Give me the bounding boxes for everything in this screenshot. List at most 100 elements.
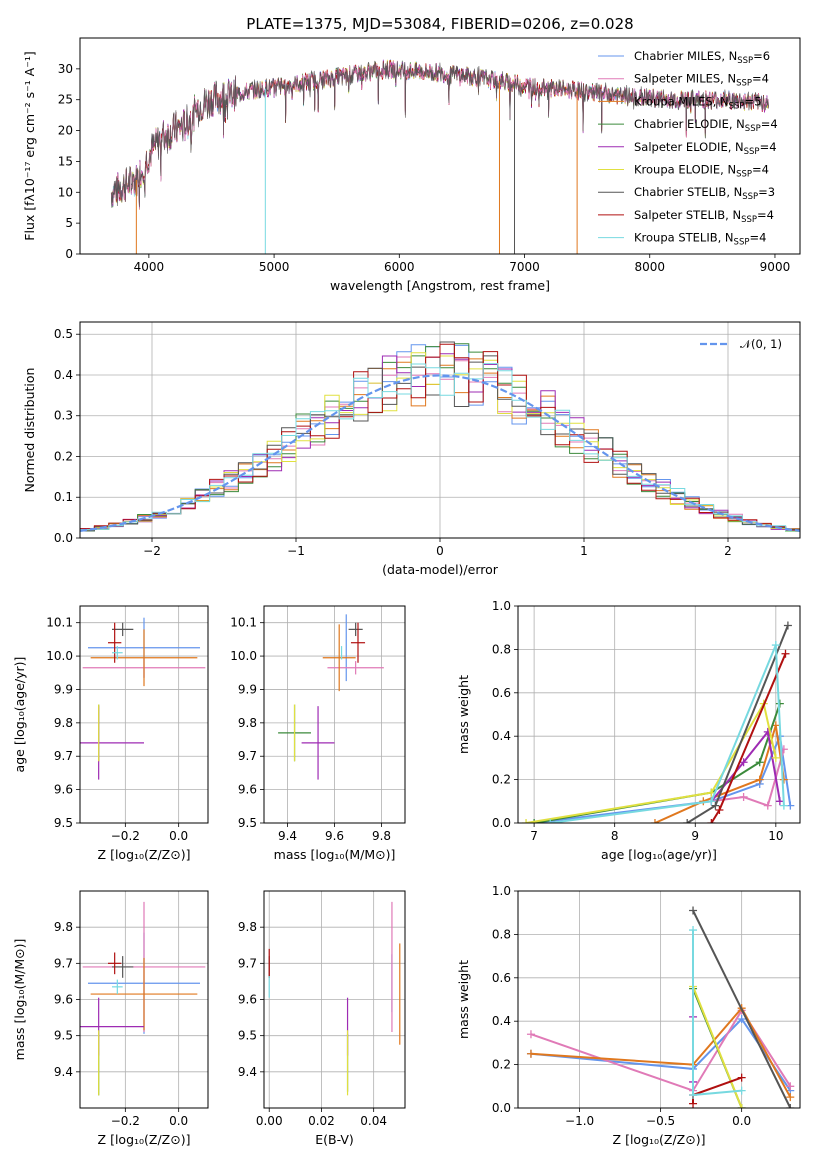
plot-area-age_vs_mass [278,614,384,780]
axes-frame [79,321,801,539]
series-marker [530,819,539,823]
series-line [550,644,785,823]
y-tick-label: 0.2 [54,449,73,463]
y-tick-label: 0 [65,247,73,261]
series-marker [737,1104,746,1108]
y-tick-label: 9.7 [54,956,73,970]
y-tick-label: 9.9 [54,682,73,696]
panel-massweight_vs_Z: −1.0 −0.5 0.0 0.0 0.2 0.4 0.6 0.8 1.0 Z [log₁₀(Z/… [456,884,801,1147]
series-marker [771,641,780,650]
x-axis-label: E(B-V) [315,1132,354,1147]
y-tick-label: 15 [58,154,73,168]
y-axis-label: mass weight [456,960,471,1039]
y-tick-label: 25 [58,93,73,107]
panel-age_vs_Z: −0.2 0.0 9.5 9.6 9.7 9.8 9.9 10.0 10.1 Z [log₁₀(Z… [12,605,209,862]
y-tick-label: 9.6 [54,783,73,797]
x-tick-label: 0.00 [256,1114,283,1128]
legend-entry: Chabrier MILES, NSSP=6 [634,49,770,66]
chart-title: PLATE=1375, MJD=53084, FIBERID=0206, z=0… [246,15,633,33]
x-tick-label: 0.04 [360,1114,387,1128]
y-tick-label: 10.0 [46,649,73,663]
x-tick-label: 9.4 [278,829,297,843]
series-marker [650,819,659,823]
chart-legend: Chabrier MILES, NSSP=6 Salpeter MILES, NS… [598,49,778,248]
y-tick-label: 0.6 [492,971,511,985]
y-tick-label: 10.1 [46,616,73,630]
series-marker [775,797,784,806]
x-axis-label: Z [log₁₀(Z/Z⊙)] [613,1132,706,1147]
y-tick-label: 0.5 [54,327,73,341]
plot-area-massweight_vs_age [522,621,795,823]
y-tick-label: 0.0 [492,816,511,830]
axes-frame [263,605,406,824]
y-axis-label: Normed distribution [22,368,37,493]
y-tick-label: 0.8 [492,927,511,941]
y-tick-label: 5 [65,216,73,230]
legend-entry: Salpeter ELODIE, NSSP=4 [634,140,777,157]
panel-age_vs_mass: 9.4 9.6 9.8 9.5 9.6 9.7 9.8 9.9 10.0 10.1 mass [lo… [230,605,406,862]
x-tick-label: 10 [768,829,783,843]
legend-entry: 𝒩(0, 1) [740,337,782,351]
legend-entry: Salpeter MILES, NSSP=4 [634,72,769,89]
y-tick-label: 9.8 [54,920,73,934]
x-tick-label: 9.8 [372,829,391,843]
y-tick-label: 9.6 [238,783,257,797]
panel-mass_vs_ebv: 0.00 0.02 0.04 9.4 9.5 9.6 9.7 9.8 E(B-V) [238,890,406,1147]
y-axis-label: mass [log₁₀(M/M⊙)] [12,939,27,1061]
y-tick-label: 9.7 [238,749,257,763]
x-tick-label: 9.6 [325,829,344,843]
plot-area-age_vs_Z [80,617,206,780]
x-tick-label: 8 [611,829,619,843]
legend-entry: Salpeter STELIB, NSSP=4 [634,208,774,225]
y-axis-label: mass weight [456,675,471,754]
x-tick-label: 0.02 [308,1114,335,1128]
y-tick-label: 9.9 [238,682,257,696]
panel-massweight_vs_age: 7 8 9 10 0.0 0.2 0.4 0.6 0.8 1.0 age [log₁₀(age/yr… [456,599,801,862]
y-tick-label: 9.6 [54,993,73,1007]
series-marker [689,906,698,915]
y-tick-label: 9.7 [54,749,73,763]
y-tick-label: 9.8 [238,920,257,934]
chart-legend: 𝒩(0, 1) [700,337,782,351]
series-marker [683,819,692,823]
x-tick-label: −1 [287,544,305,558]
y-tick-label: 0.1 [54,490,73,504]
series-marker [763,801,772,810]
gaussian-reference [80,374,800,532]
series-line [530,1006,792,1098]
plot-area-mass_vs_ebv [268,901,401,1096]
y-tick-label: 10 [58,185,73,199]
y-tick-label: 30 [58,62,73,76]
panel-spectrum: 4000 5000 6000 7000 8000 9000 0 5 10 15 20 25 30 wave… [22,37,801,293]
series-marker [771,753,780,762]
x-tick-label: 0 [436,544,444,558]
series-marker [689,926,698,935]
axes-frame [517,605,801,824]
legend-entry: Kroupa STELIB, NSSP=4 [634,231,766,248]
legend-entry: Chabrier STELIB, NSSP=3 [634,185,775,202]
axes-frame [79,890,209,1109]
x-tick-label: 0.0 [169,1114,188,1128]
y-tick-label: 0.4 [54,368,73,382]
x-tick-label: 5000 [259,260,290,274]
y-tick-label: 0.6 [492,686,511,700]
y-tick-label: 0.4 [492,1014,511,1028]
series-marker [755,775,764,784]
series-marker [786,1104,795,1108]
series-marker [786,1093,795,1102]
series-line [692,930,742,1097]
series-marker [715,805,724,814]
y-tick-label: 9.8 [238,716,257,730]
panel-residuals: −2 −1 0 1 2 0.0 0.1 0.2 0.3 0.4 0.5 (data-model)/er… [22,321,801,577]
y-tick-label: 9.5 [54,1029,73,1043]
y-tick-label: 9.4 [238,1065,257,1079]
series-marker [737,1086,746,1095]
x-tick-label: 0.0 [169,829,188,843]
series-marker [707,819,716,823]
axes-frame [79,605,209,824]
x-axis-label: age [log₁₀(age/yr)] [601,847,717,862]
axes-frame [517,890,801,1109]
y-tick-label: 10.0 [230,649,257,663]
plot-area-residuals [80,341,800,532]
